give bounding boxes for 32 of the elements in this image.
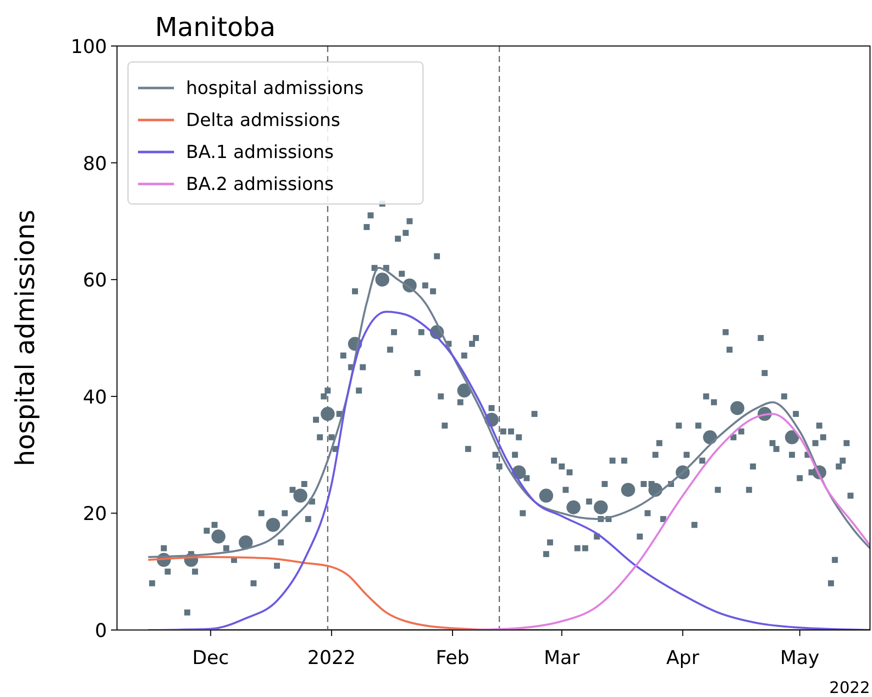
x-tick-label: Apr bbox=[666, 647, 700, 669]
point bbox=[594, 500, 608, 514]
point bbox=[293, 488, 308, 503]
legend-label: BA.1 admissions bbox=[186, 142, 334, 163]
point bbox=[730, 401, 744, 416]
x-tick-label: Dec bbox=[192, 647, 230, 669]
legend-label: hospital admissions bbox=[186, 78, 364, 99]
x-tick-label: 2022 bbox=[307, 647, 356, 669]
point bbox=[457, 384, 472, 398]
point bbox=[784, 430, 799, 444]
point bbox=[375, 272, 390, 287]
x-tick-label: May bbox=[780, 647, 820, 669]
text: 2022 bbox=[829, 678, 870, 697]
point bbox=[566, 500, 580, 514]
y-tick-label: 0 bbox=[94, 620, 107, 642]
x-tick-label: Feb bbox=[436, 647, 470, 669]
point bbox=[266, 518, 280, 532]
chart-title: Manitoba bbox=[155, 13, 276, 43]
y-tick-label: 40 bbox=[82, 386, 107, 408]
legend-label: BA.2 admissions bbox=[186, 174, 334, 195]
point bbox=[211, 530, 226, 544]
point bbox=[320, 406, 335, 421]
y-tick-label: 80 bbox=[82, 152, 107, 175]
y-tick-label: 20 bbox=[82, 503, 107, 526]
y-axis-title: hospital admissions bbox=[11, 210, 41, 466]
y-tick-label: 60 bbox=[82, 270, 107, 292]
legend-label: Delta admissions bbox=[186, 110, 340, 131]
point bbox=[238, 535, 253, 550]
x-tick-label: Mar bbox=[544, 647, 580, 669]
y-tick-label: 100 bbox=[70, 36, 107, 58]
point bbox=[621, 482, 636, 497]
point bbox=[539, 488, 554, 503]
